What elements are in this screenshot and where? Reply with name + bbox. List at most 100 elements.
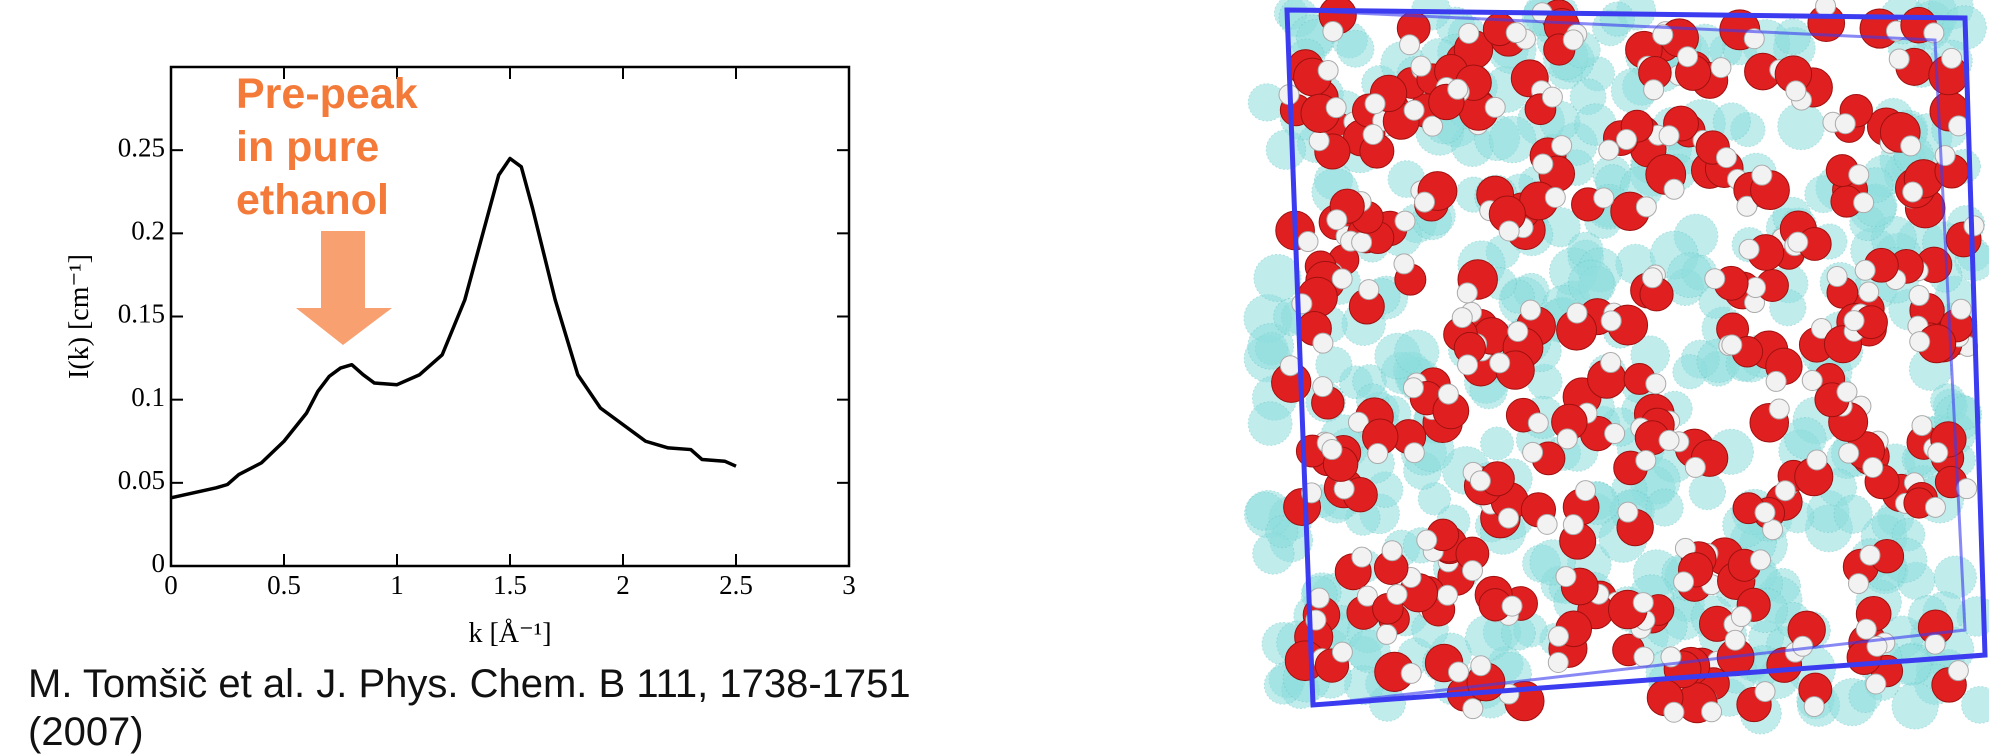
hydrogen [1730,606,1752,628]
hydrogen [1462,698,1484,720]
hydrogen [1562,514,1584,536]
hydrogen [1351,231,1373,253]
citation: M. Tomšič et al. J. Phys. Chem. B 111, 1… [28,662,911,754]
hydrogen [1633,646,1655,668]
hydrogen [1754,681,1776,703]
hydrogen [1803,696,1825,718]
hydrogen [1351,546,1373,568]
annotation-text: Pre-peak [236,70,418,118]
annotation-arrow [296,231,392,345]
hydrogen [1484,96,1506,118]
hydrogen [1279,355,1301,377]
hydrogen [1724,629,1746,651]
hydrogen [1556,428,1578,450]
hydrogen [1848,164,1870,186]
hydrogen [1451,307,1473,329]
hydrogen [1658,125,1680,147]
hydrogen [1541,86,1563,108]
hydrogen [1325,97,1347,119]
hydrogen [1367,443,1389,465]
hydrogen [1362,124,1384,146]
hydrogen [1566,302,1588,324]
ethyl-sphere [1891,682,1939,730]
hydrogen [1393,253,1415,275]
ethyl-sphere [1336,29,1375,68]
hydrogen [1645,373,1667,395]
hydrogen [1437,383,1459,405]
y-tick-label: 0 [152,548,166,578]
hydrogen [1948,115,1970,137]
y-tick-label: 0.25 [118,132,165,162]
hydrogen [1743,28,1765,50]
hydrogen [1765,370,1787,392]
hydrogen [1848,573,1870,595]
hydrogen [1865,673,1887,695]
hydrogen [1527,412,1549,434]
hydrogen [1684,456,1706,478]
hydrogen [1547,652,1569,674]
hydrogen [1333,478,1355,500]
y-tick-label: 0.2 [131,216,165,246]
ethyl-sphere [1417,482,1452,516]
hydrogen [1394,210,1416,232]
hydrogen [1376,623,1398,645]
ethyl-sphere [1774,18,1811,55]
hydrogen [1641,267,1663,289]
ethyl-sphere [1394,329,1440,375]
hydrogen [1555,566,1577,588]
hydrogen [1768,398,1790,420]
ethyl-sphere [1961,685,1989,724]
hydrogen [1750,549,1772,571]
hydrogen [1297,231,1319,253]
hydrogen [1547,625,1569,647]
hydrogen [1924,496,1946,518]
simulation-box-back [1289,8,1967,707]
hydrogen [1754,501,1776,523]
molecule-snapshot [1243,0,1989,735]
ethyl-sphere [1253,254,1302,302]
hydrogen [1507,321,1529,343]
hydrogen [1322,20,1344,42]
hydrogen [1643,79,1665,101]
hydrogen [1410,55,1432,77]
hydrogen [1358,279,1380,301]
hydrogen [1532,153,1554,175]
hydrogen [1934,145,1956,167]
hydrogen [1853,192,1875,214]
hydrogen [1677,46,1699,68]
hydrogen [1456,282,1478,304]
hydrogen [1331,268,1353,290]
ethyl-sphere [1933,555,1977,599]
simulation-box [1284,7,1988,708]
hydrogen [1489,352,1511,374]
hydrogen [1461,560,1483,582]
hydrogen [1505,22,1527,44]
hydrogen [1902,181,1924,203]
hydrogen [1774,480,1796,502]
hydrogen [1701,701,1723,723]
hydrogen [1437,584,1459,606]
hydrogen [1312,376,1334,398]
hydrogen [1859,544,1881,566]
hydrogen [1593,187,1615,209]
hydrogen [1745,277,1767,299]
hydrogen [1551,135,1573,157]
hydrogen [1308,587,1330,609]
hydrogen [1950,298,1972,320]
hydrogen [1616,129,1638,151]
ethyl-sphere [1315,346,1353,384]
ethyl-sphere [1599,1,1635,37]
ethyl-sphere [1712,102,1751,141]
x-axis-label: k [Å⁻¹] [468,618,551,649]
hydrogen [1834,113,1856,135]
hydrogen [1806,449,1828,471]
hydrogen [1855,618,1877,640]
hydrogen [1658,429,1680,451]
ethyl-sphere [1833,494,1873,534]
hydrogen [1858,281,1880,303]
hydrogen [1635,449,1657,471]
x-tick-label: 1 [390,570,404,600]
hydrogen [1536,513,1558,535]
hydrogen [1721,334,1743,356]
